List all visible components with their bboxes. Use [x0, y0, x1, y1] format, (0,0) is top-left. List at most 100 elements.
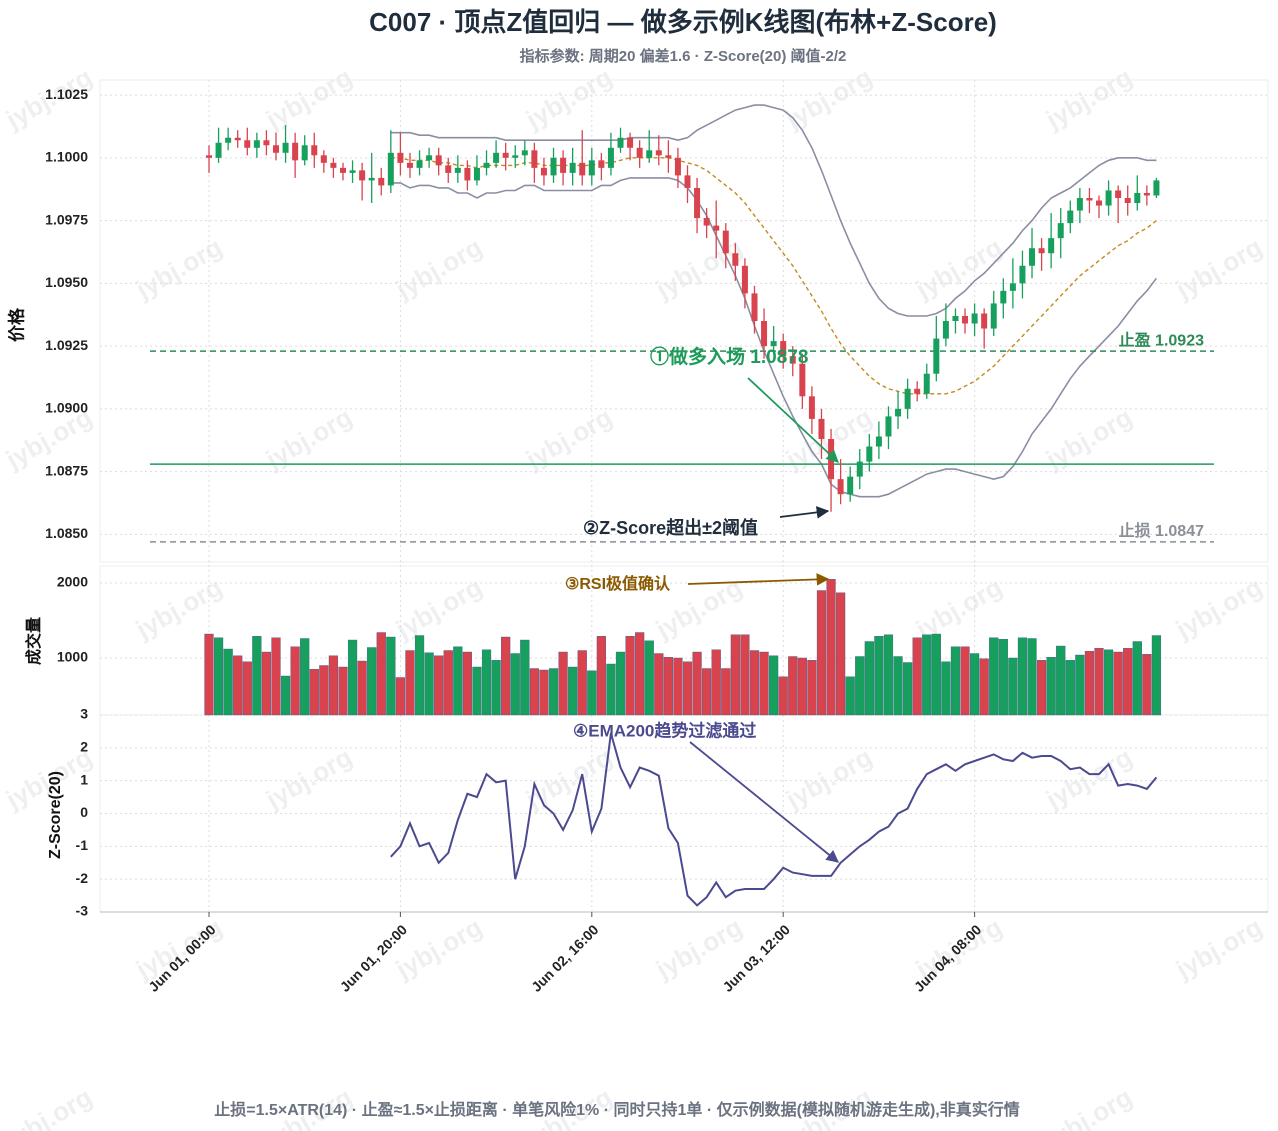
- watermark: jybj.org: [910, 232, 1007, 305]
- candle-body: [330, 162, 337, 168]
- volume-bar: [950, 646, 961, 716]
- candle-body: [378, 177, 385, 186]
- volume-bar: [893, 656, 903, 716]
- watermark: jybj.org: [1170, 232, 1267, 305]
- candle-body: [1076, 197, 1083, 211]
- candle-body: [895, 408, 902, 417]
- volume-bar: [778, 676, 788, 716]
- volume-bar: [261, 651, 272, 716]
- candle-body: [751, 293, 758, 321]
- volume-bar: [692, 651, 702, 716]
- volume-bar: [453, 646, 463, 716]
- candle-body: [684, 175, 691, 188]
- volume-bar: [1056, 645, 1066, 716]
- candle-body: [1086, 197, 1093, 201]
- watermarks: jybj.org jybj.org jybj.org jybj.org jybj.org…: [0, 62, 1267, 1131]
- y-tick-label: 1.0900: [45, 400, 88, 416]
- candle-body: [550, 157, 557, 176]
- volume-bar: [328, 655, 339, 716]
- volume-bar: [395, 677, 406, 716]
- candle-body: [521, 150, 528, 156]
- volume-bar: [874, 636, 884, 716]
- volume-bar: [941, 661, 951, 716]
- candle-body: [990, 303, 997, 329]
- annotation-arrow: [687, 573, 830, 586]
- candle-body: [904, 388, 911, 409]
- candle-body: [607, 147, 614, 168]
- candle-body: [732, 253, 739, 266]
- candle-body: [1000, 290, 1007, 304]
- volume-bar: [1017, 637, 1028, 716]
- volume-bar: [615, 651, 626, 716]
- candle-body: [339, 167, 346, 173]
- volume-bar: [596, 636, 606, 716]
- candle-body: [579, 162, 586, 176]
- candle-body: [933, 338, 940, 374]
- volume-bar: [520, 639, 530, 716]
- candle-body: [1105, 190, 1112, 206]
- candle-body: [464, 167, 471, 181]
- candle-body: [435, 155, 442, 166]
- annotation-arrow: [689, 741, 839, 863]
- volume-bar: [644, 640, 654, 716]
- panel-frame: [99, 79, 1269, 563]
- candle-body: [502, 152, 509, 158]
- watermark: jybj.org: [130, 912, 227, 985]
- candle-body: [636, 147, 643, 158]
- candle-body: [588, 160, 595, 176]
- candle-body: [617, 137, 624, 148]
- candle-body: [962, 315, 969, 324]
- volume-bar: [606, 663, 616, 716]
- y-tick-label: 1: [80, 771, 88, 787]
- volume-bar: [587, 670, 597, 716]
- watermark: jybj.org: [1040, 1082, 1137, 1131]
- volume-bar: [1008, 657, 1018, 716]
- candle-body: [234, 137, 241, 141]
- candle-body: [598, 160, 605, 168]
- candle-body: [665, 155, 672, 158]
- volume-bar: [912, 637, 922, 716]
- y-tick-label: -3: [76, 903, 89, 919]
- volume-bar: [1132, 641, 1142, 716]
- y-tick-label: 1.0850: [45, 525, 88, 541]
- candle-body: [808, 396, 815, 419]
- watermark: jybj.org: [390, 572, 487, 645]
- y-tick-label: 1.1000: [45, 149, 88, 165]
- volume-bar: [223, 648, 233, 716]
- candle-body: [952, 315, 959, 321]
- candle-body: [206, 155, 212, 158]
- volume-bar: [1142, 654, 1152, 716]
- candle-body: [674, 157, 681, 176]
- chart-subtitle: 指标参数: 周期20 偏差1.6 · Z-Score(20) 阈值-2/2: [520, 47, 847, 65]
- candle-body: [473, 167, 480, 181]
- y-tick-label: 2000: [57, 574, 88, 590]
- candle-body: [263, 140, 270, 146]
- candle-body: [569, 162, 576, 173]
- volume-bar: [682, 661, 693, 716]
- candle-body: [253, 140, 260, 148]
- volume-bar: [1094, 648, 1104, 716]
- candle-body: [741, 265, 748, 294]
- volume-bar: [529, 668, 539, 716]
- candle-body: [426, 155, 433, 161]
- volume-bar: [472, 666, 482, 716]
- volume-bar: [1113, 651, 1123, 716]
- candle-body: [1057, 223, 1064, 239]
- volume-bar: [903, 662, 913, 716]
- volume-bar: [510, 653, 520, 716]
- volume-bar: [501, 636, 511, 716]
- volume-bar: [702, 668, 712, 716]
- volume-bar: [386, 636, 396, 716]
- volume-bar: [290, 646, 300, 716]
- watermark: jybj.org: [390, 912, 487, 985]
- annotation: ②Z-Score超出±2阈值: [583, 517, 758, 538]
- volume-bar: [242, 661, 252, 716]
- y-tick-label: 0: [80, 804, 88, 820]
- zscore-line: [390, 732, 1158, 907]
- candle-body: [818, 418, 825, 439]
- candle-body: [942, 321, 949, 339]
- candle-body: [560, 157, 567, 173]
- annotation: ①做多入场 1.0878: [650, 345, 808, 368]
- volume-bar: [1046, 657, 1056, 716]
